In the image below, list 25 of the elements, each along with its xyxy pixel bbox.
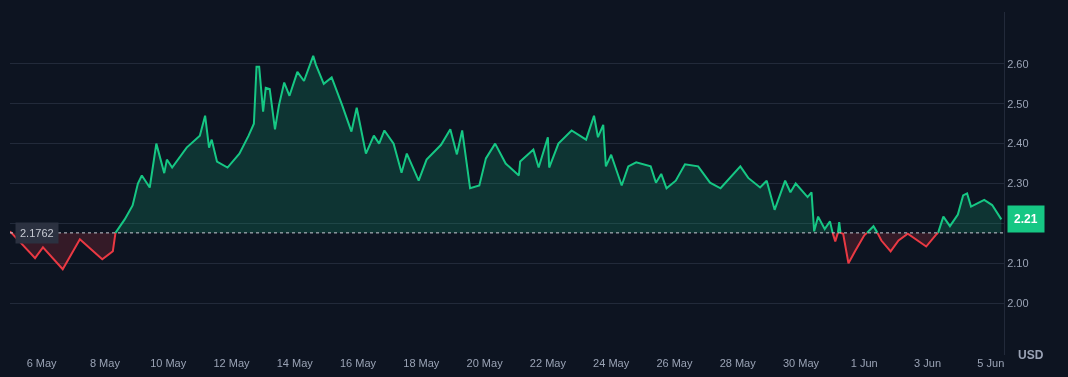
x-tick-label: 22 May: [529, 357, 567, 369]
x-tick-label: 16 May: [339, 357, 377, 369]
x-tick-label: 18 May: [403, 357, 440, 369]
x-tick-label: 8 May: [89, 357, 121, 369]
x-tick-label: 30 May: [782, 357, 820, 369]
y-tick-label: 2.50: [1007, 97, 1029, 110]
x-tick-label: 6 May: [26, 357, 58, 369]
x-tick-label: 5 Jun: [977, 357, 1005, 369]
y-tick-label: 2.60: [1007, 57, 1029, 70]
x-tick-label: 26 May: [656, 357, 693, 369]
y-tick-label: 2.30: [1007, 177, 1029, 190]
x-tick-label: 10 May: [150, 357, 187, 369]
x-tick-label: 20 May: [466, 357, 504, 369]
ref-line-label: 2.1762: [20, 227, 54, 239]
y-tick-label: 2.00: [1007, 297, 1029, 309]
x-tick-label: 1 Jun: [850, 357, 878, 369]
x-tick-label: 28 May: [719, 357, 757, 369]
y-axis-title: USD: [1018, 348, 1044, 362]
x-tick-label: 12 May: [213, 357, 250, 369]
x-tick-label: 3 Jun: [914, 357, 941, 369]
x-tick-label: 14 May: [276, 357, 314, 369]
text: 2.21: [1014, 212, 1038, 226]
y-tick-label: 2.10: [1007, 257, 1029, 270]
y-tick-label: 2.40: [1007, 137, 1029, 150]
x-tick-label: 24 May: [593, 357, 630, 369]
